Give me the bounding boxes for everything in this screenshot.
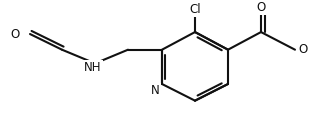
Text: N: N [151, 84, 159, 97]
Text: O: O [298, 43, 307, 56]
Text: O: O [10, 27, 20, 40]
Text: O: O [256, 1, 266, 14]
Text: NH: NH [84, 61, 102, 74]
Text: Cl: Cl [189, 3, 201, 16]
